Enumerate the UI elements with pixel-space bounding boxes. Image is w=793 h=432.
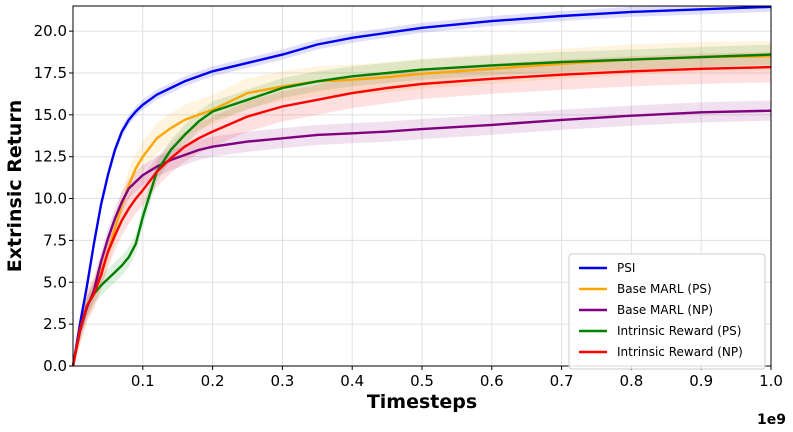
y-tick-label: 17.5 <box>34 64 67 82</box>
line-series-0 <box>71 5 772 367</box>
y-axis-ticks: 0.0 2.5 5.0 7.5 10.0 12.5 15.0 17.5 20.0 <box>34 22 73 375</box>
x-axis-offset-label: 1e9 <box>757 412 786 428</box>
x-tick-label: 0.2 <box>201 372 225 390</box>
x-tick-label: 1.0 <box>759 372 783 390</box>
series-lines <box>71 5 772 367</box>
legend-label: PSI <box>617 261 635 275</box>
line-series-2 <box>71 109 772 367</box>
y-tick-label: 10.0 <box>34 190 67 208</box>
legend-box <box>568 253 766 370</box>
legend-label: Base MARL (NP) <box>617 303 713 317</box>
legend-label: Intrinsic Reward (PS) <box>617 324 741 338</box>
line-series-4 <box>71 65 772 367</box>
y-tick-label: 5.0 <box>43 273 67 291</box>
y-tick-label: 20.0 <box>34 22 67 40</box>
x-tick-label: 0.4 <box>340 372 364 390</box>
y-axis-label: Extrinsic Return <box>4 100 26 272</box>
confidence-bands <box>73 6 771 366</box>
y-tick-label: 12.5 <box>34 148 67 166</box>
x-tick-label: 0.7 <box>550 372 574 390</box>
x-tick-label: 0.9 <box>689 372 713 390</box>
y-tick-label: 0.0 <box>43 357 67 375</box>
legend-label: Base MARL (PS) <box>617 282 712 296</box>
y-tick-label: 2.5 <box>43 315 67 333</box>
x-tick-label: 0.5 <box>410 372 434 390</box>
x-axis-ticks: 0.1 0.2 0.3 0.4 0.5 0.6 0.7 0.8 0.9 1.0 <box>131 366 783 390</box>
y-tick-label: 15.0 <box>34 106 67 124</box>
y-tick-label: 7.5 <box>43 231 67 249</box>
legend-label: Intrinsic Reward (NP) <box>617 345 743 359</box>
legend: PSI Base MARL (PS) Base MARL (NP) Intrinsic… <box>568 253 766 370</box>
x-tick-label: 0.8 <box>619 372 643 390</box>
x-tick-label: 0.3 <box>270 372 294 390</box>
x-tick-label: 0.1 <box>131 372 155 390</box>
x-tick-label: 0.6 <box>480 372 504 390</box>
band-series-4 <box>73 52 771 366</box>
line-series-3 <box>71 53 772 367</box>
x-axis-label: Timesteps <box>367 391 477 413</box>
